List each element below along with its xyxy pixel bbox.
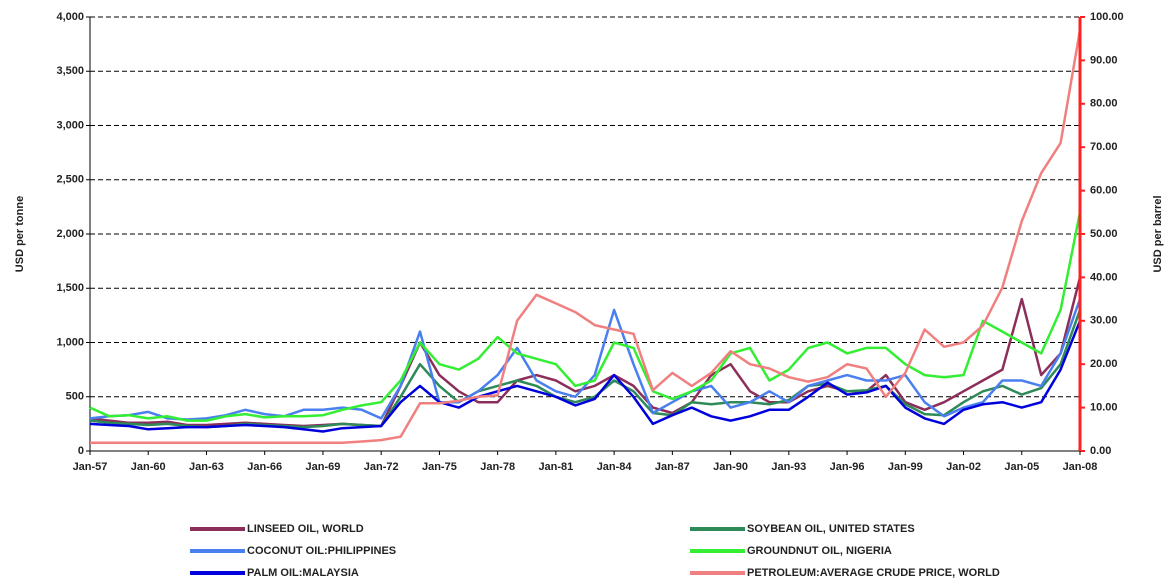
y2-tick-label: 90.00 [1090,54,1118,66]
x-tick-label: Jan-63 [189,461,224,473]
x-tick-label: Jan-99 [888,461,923,473]
y2-tick-label: 0.00 [1090,445,1111,457]
y-tick-label: 3,000 [56,119,84,131]
x-tick-label: Jan-90 [713,461,748,473]
series-line [90,29,1082,445]
x-tick-label: Jan-02 [946,461,981,473]
x-tick-label: Jan-84 [597,461,633,473]
series-line [89,320,1082,433]
legend-label: LINSEED OIL, WORLD [247,523,364,535]
x-tick-label: Jan-78 [480,461,515,473]
series-line [89,298,1082,421]
legend-label: SOYBEAN OIL, UNITED STATES [747,523,915,535]
series-line [89,212,1082,422]
y2-tick-label: 10.00 [1090,402,1118,414]
x-tick-label: Jan-66 [247,461,282,473]
y-tick-label: 1,500 [56,282,84,294]
y2-tick-label: 40.00 [1090,271,1118,283]
legend-label: PALM OIL:MALAYSIA [247,567,359,579]
x-tick-label: Jan-57 [73,461,108,473]
x-tick-label: Jan-08 [1063,461,1098,473]
y2-tick-label: 20.00 [1090,358,1118,370]
x-tick-label: Jan-69 [306,461,341,473]
y-tick-label: 1,000 [56,336,84,348]
y-tick-label: 3,500 [56,65,84,77]
y2-tick-label: 50.00 [1090,228,1118,240]
legend-label: COCONUT OIL:PHILIPPINES [247,545,396,557]
x-tick-label: Jan-96 [830,461,865,473]
y2-tick-label: 60.00 [1090,185,1118,197]
x-tick-label: Jan-87 [655,461,690,473]
y2-tick-label: 70.00 [1090,141,1118,153]
y-tick-label: 500 [66,391,84,403]
legend-label: PETROLEUM:AVERAGE CRUDE PRICE, WORLD [747,567,1000,579]
x-tick-label: Jan-75 [422,461,457,473]
x-tick-label: Jan-81 [538,461,573,473]
y-tick-label: 4,000 [56,11,84,23]
y2-tick-label: 80.00 [1090,98,1118,110]
y-tick-label: 0 [78,445,84,457]
x-tick-label: Jan-05 [1004,461,1039,473]
x-tick-label: Jan-72 [364,461,399,473]
y2-tick-label: 30.00 [1090,315,1118,327]
y-tick-label: 2,500 [56,174,84,186]
series-line [89,309,1082,429]
y2-axis-label: USD per barrel [1152,195,1164,272]
legend-label: GROUNDNUT OIL, NIGERIA [747,545,892,557]
y2-tick-label: 100.00 [1090,11,1124,23]
y-axis-label: USD per tonne [14,196,26,272]
series-line [89,277,1082,428]
x-tick-label: Jan-93 [771,461,806,473]
y-tick-label: 2,000 [56,228,84,240]
x-tick-label: Jan-60 [131,461,166,473]
